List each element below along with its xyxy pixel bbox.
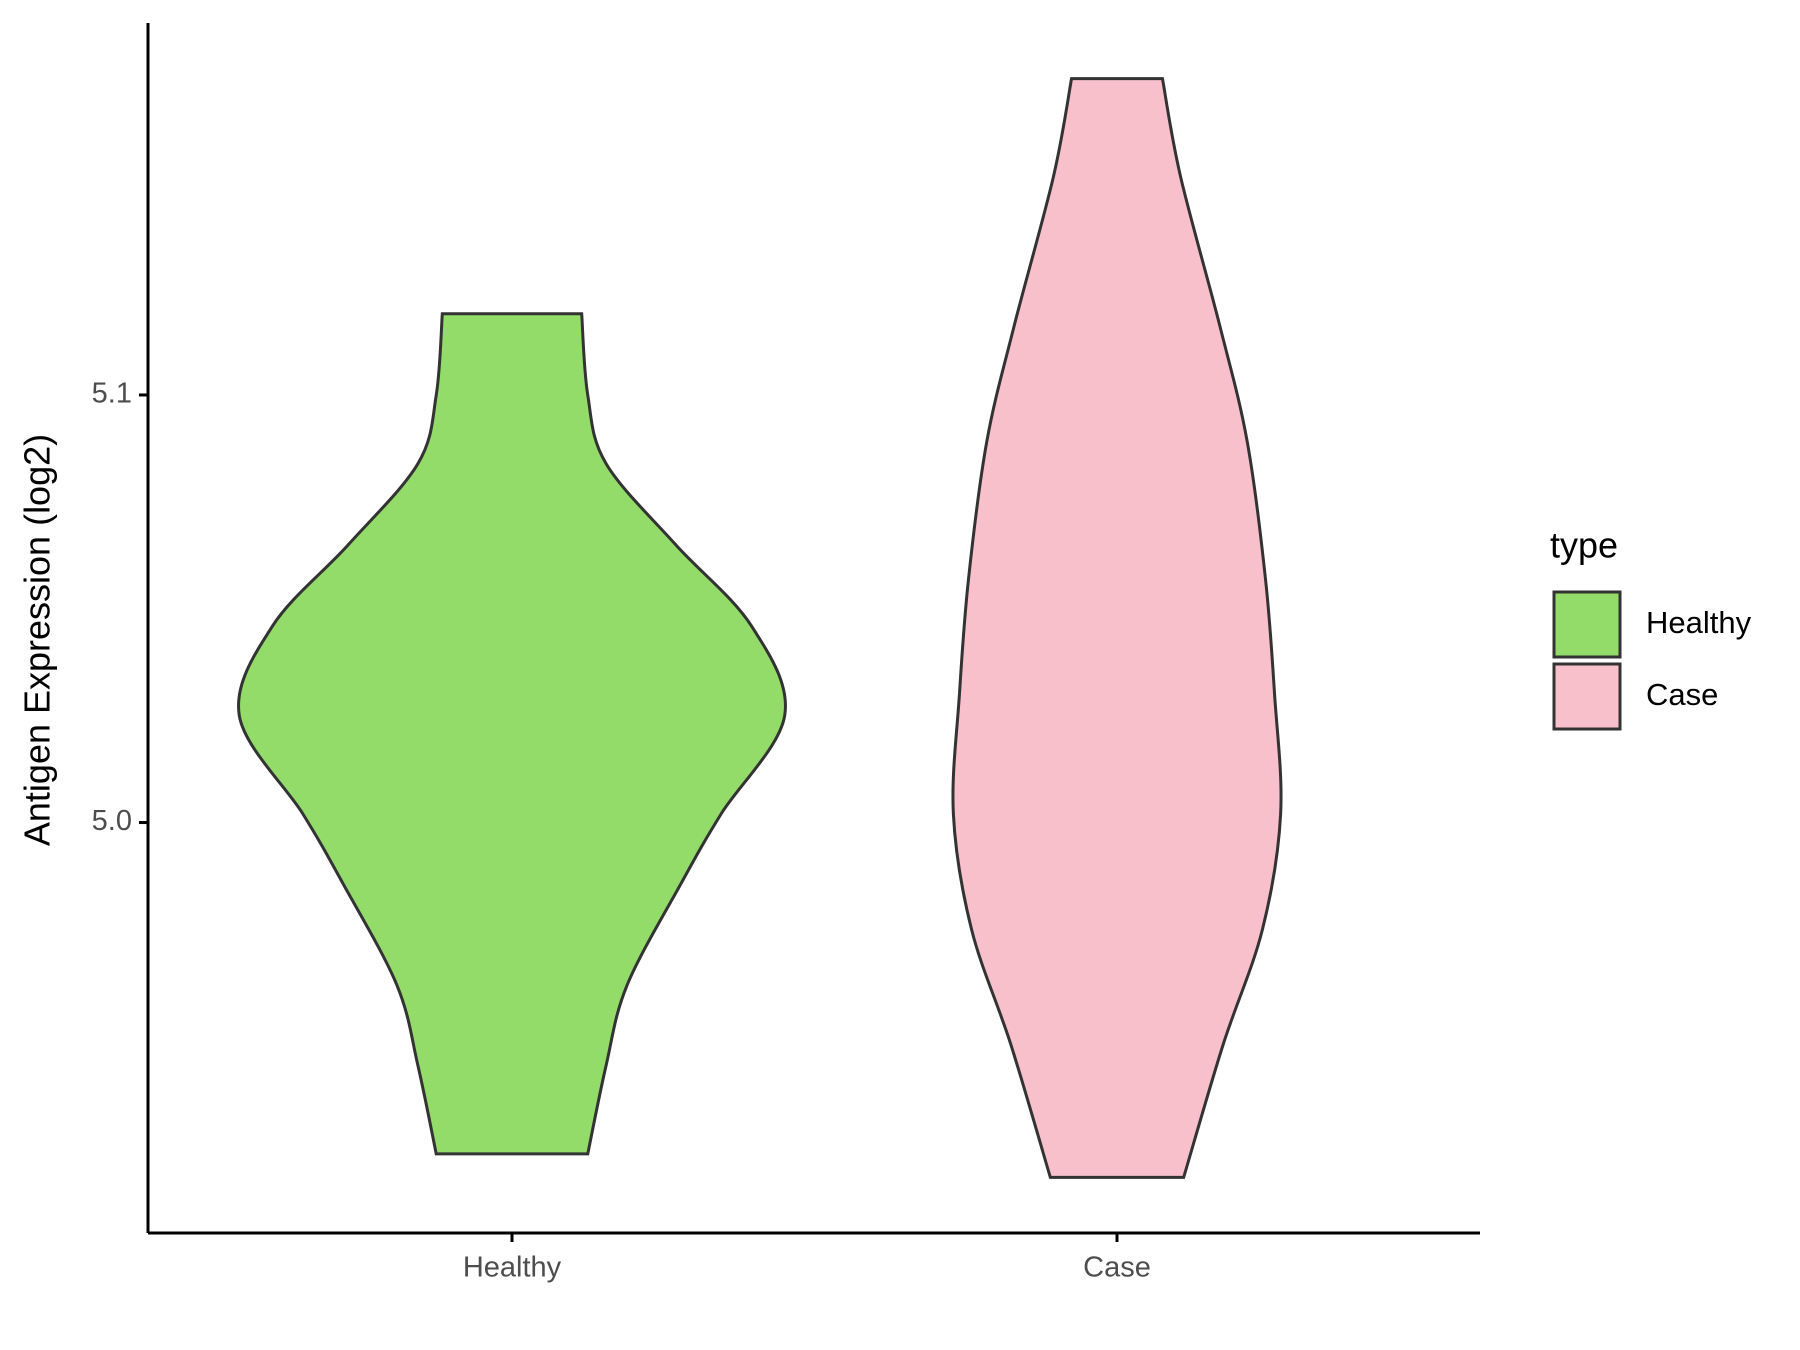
x-tick-label: Case xyxy=(1083,1252,1151,1284)
violin xyxy=(237,312,787,1156)
x-tick-label: Healthy xyxy=(463,1252,562,1284)
y-tick-label: 5.0 xyxy=(92,805,132,837)
y-axis-label: Antigen Expression (log2) xyxy=(17,434,58,846)
legend-key xyxy=(1552,590,1622,659)
legend-key xyxy=(1552,662,1622,731)
legend-label: Case xyxy=(1646,677,1718,712)
violin xyxy=(951,77,1283,1179)
y-tick-label: 5.1 xyxy=(92,378,132,410)
legend-title: type xyxy=(1550,525,1618,566)
legend-label: Healthy xyxy=(1646,605,1752,640)
